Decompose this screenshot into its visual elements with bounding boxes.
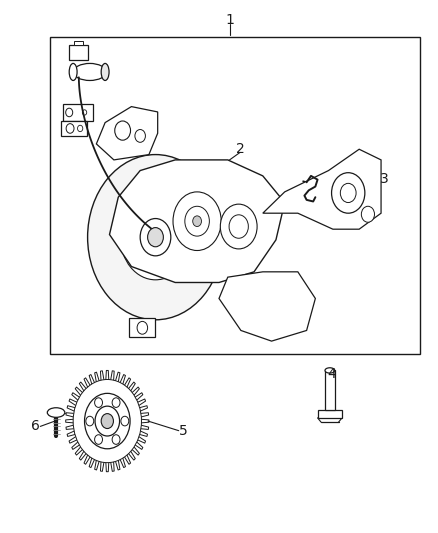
Text: 4: 4 bbox=[328, 367, 336, 381]
Text: 6: 6 bbox=[32, 419, 40, 433]
Circle shape bbox=[66, 124, 74, 133]
Bar bbox=[50, 37, 420, 354]
Text: 1: 1 bbox=[226, 13, 234, 27]
Text: 5: 5 bbox=[179, 424, 187, 438]
Circle shape bbox=[95, 435, 102, 445]
Ellipse shape bbox=[325, 368, 335, 373]
Circle shape bbox=[112, 435, 120, 445]
Circle shape bbox=[137, 321, 148, 334]
Bar bbox=[318, 410, 342, 418]
Circle shape bbox=[229, 215, 248, 238]
Circle shape bbox=[66, 108, 73, 117]
Text: 3: 3 bbox=[380, 172, 389, 185]
Circle shape bbox=[148, 228, 163, 247]
Circle shape bbox=[340, 183, 356, 203]
Circle shape bbox=[121, 416, 129, 426]
Circle shape bbox=[95, 398, 102, 407]
Bar bbox=[69, 45, 88, 60]
Polygon shape bbox=[219, 272, 315, 341]
Circle shape bbox=[115, 121, 131, 140]
Circle shape bbox=[332, 173, 365, 213]
Polygon shape bbox=[110, 160, 285, 282]
Ellipse shape bbox=[101, 63, 109, 80]
Circle shape bbox=[88, 155, 223, 320]
Circle shape bbox=[220, 204, 257, 249]
Polygon shape bbox=[263, 149, 381, 229]
Ellipse shape bbox=[69, 63, 77, 80]
Circle shape bbox=[101, 414, 113, 429]
Circle shape bbox=[185, 206, 209, 236]
Circle shape bbox=[112, 398, 120, 407]
Circle shape bbox=[193, 216, 201, 227]
Circle shape bbox=[135, 130, 145, 142]
Ellipse shape bbox=[73, 63, 106, 80]
Circle shape bbox=[95, 406, 120, 436]
Ellipse shape bbox=[47, 408, 65, 417]
Circle shape bbox=[86, 416, 94, 426]
Bar bbox=[325, 370, 335, 410]
Bar bbox=[129, 318, 155, 337]
Text: 2: 2 bbox=[236, 142, 244, 156]
Circle shape bbox=[173, 192, 221, 251]
Circle shape bbox=[82, 110, 87, 115]
Bar bbox=[61, 121, 87, 136]
Circle shape bbox=[120, 195, 191, 280]
Bar bbox=[63, 104, 93, 121]
Circle shape bbox=[140, 219, 171, 256]
Circle shape bbox=[78, 125, 83, 132]
Polygon shape bbox=[96, 107, 158, 160]
Circle shape bbox=[361, 206, 374, 222]
Circle shape bbox=[85, 393, 130, 449]
Bar bbox=[74, 41, 83, 45]
